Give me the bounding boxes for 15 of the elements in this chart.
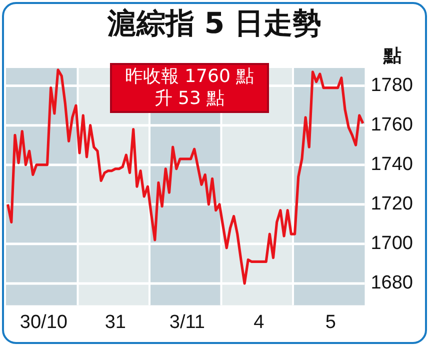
annotation: 升 53 點 <box>153 88 226 110</box>
x-tick-label: 5 <box>325 312 336 333</box>
x-tick-label: 30/10 <box>20 312 68 333</box>
annotation: 昨收報 1760 點 <box>124 66 256 88</box>
y-axis-title: 點 <box>382 46 402 67</box>
y-tick-label: 1720 <box>370 194 414 215</box>
x-tick-label: 4 <box>254 312 265 333</box>
x-tick-label: 3/11 <box>169 312 205 333</box>
y-tick-label: 1780 <box>370 75 414 96</box>
x-tick-label: 31 <box>104 312 126 333</box>
chart-title: 滬綜指 5 日走勢 <box>106 5 323 42</box>
y-tick-label: 1760 <box>370 114 414 136</box>
y-tick-label: 1740 <box>370 154 414 176</box>
y-tick-label: 1700 <box>370 233 414 254</box>
y-tick-label: 1680 <box>370 272 414 294</box>
